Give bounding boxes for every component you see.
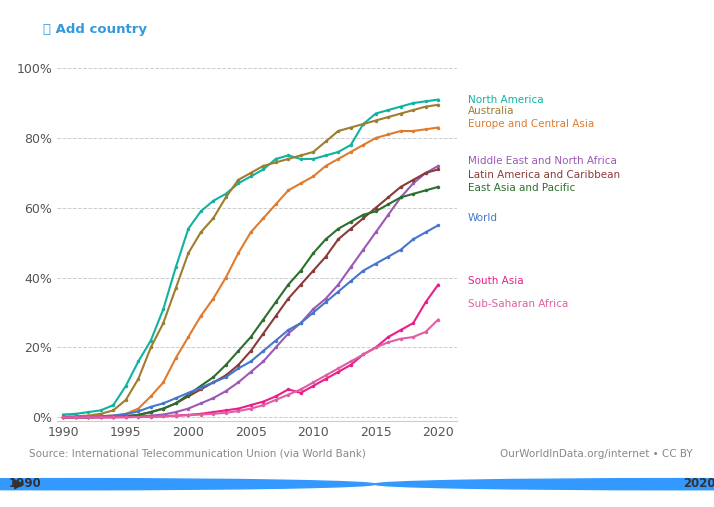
Text: OurWorldInData.org/internet • CC BY: OurWorldInData.org/internet • CC BY [500,449,693,459]
Text: Middle East and North Africa: Middle East and North Africa [468,156,617,166]
Circle shape [375,479,714,490]
Text: Latin America and Caribbean: Latin America and Caribbean [468,170,620,179]
Text: Europe and Central Asia: Europe and Central Asia [468,119,594,129]
Text: Source: International Telecommunication Union (via World Bank): Source: International Telecommunication … [29,449,366,459]
Circle shape [253,477,714,492]
Text: 2020: 2020 [683,477,714,490]
Text: ➕ Add country: ➕ Add country [43,23,147,36]
Circle shape [0,477,496,492]
Text: East Asia and Pacific: East Asia and Pacific [468,183,575,193]
Text: World: World [468,213,498,223]
Text: North America: North America [468,95,543,104]
Text: Australia: Australia [468,106,514,116]
Text: 1990: 1990 [9,477,41,490]
Text: Sub-Saharan Africa: Sub-Saharan Africa [468,299,568,309]
Circle shape [0,479,375,490]
Text: ▶: ▶ [14,476,25,490]
Text: South Asia: South Asia [468,276,523,286]
